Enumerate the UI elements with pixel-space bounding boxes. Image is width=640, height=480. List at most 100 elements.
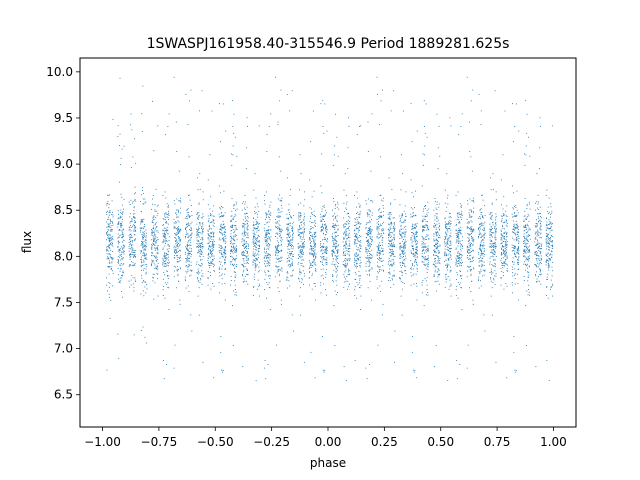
data-point — [336, 235, 338, 237]
data-point — [379, 253, 380, 255]
data-point — [470, 275, 472, 277]
data-point — [242, 275, 244, 277]
data-point — [134, 220, 136, 222]
data-point — [358, 282, 360, 284]
data-point — [118, 213, 119, 215]
data-point — [209, 249, 211, 250]
data-point — [151, 233, 153, 234]
data-point — [321, 261, 323, 263]
data-point — [269, 206, 271, 208]
data-point — [157, 245, 159, 246]
data-point — [310, 264, 312, 266]
data-point — [281, 256, 283, 258]
data-point — [119, 249, 121, 251]
data-point — [281, 228, 283, 230]
data-point — [224, 226, 226, 228]
data-point — [425, 258, 427, 260]
data-point — [224, 251, 226, 253]
data-point — [151, 251, 153, 253]
data-point — [370, 200, 371, 202]
data-point — [220, 223, 222, 225]
data-point — [297, 228, 299, 230]
data-point — [311, 275, 313, 276]
data-point — [332, 250, 334, 251]
data-point — [220, 249, 221, 251]
data-point — [482, 260, 484, 262]
data-point — [198, 214, 200, 216]
data-point — [202, 256, 204, 257]
data-point — [445, 253, 447, 255]
data-point — [165, 255, 166, 257]
data-point — [253, 248, 254, 250]
data-point — [404, 235, 406, 237]
data-point — [218, 185, 220, 187]
data-point — [243, 231, 245, 233]
data-point — [347, 228, 349, 229]
data-point — [142, 231, 144, 233]
data-point — [212, 219, 214, 221]
data-point — [212, 224, 214, 226]
data-point — [413, 369, 414, 371]
data-point — [405, 213, 407, 215]
data-point — [265, 265, 266, 267]
data-point — [458, 219, 460, 221]
data-point — [371, 244, 373, 245]
data-point — [446, 223, 447, 225]
data-point — [449, 228, 451, 230]
data-point — [132, 201, 134, 203]
data-point — [277, 198, 279, 200]
data-point — [165, 260, 167, 262]
data-point — [383, 270, 384, 272]
data-point — [290, 216, 292, 218]
data-point — [224, 299, 226, 301]
data-point — [478, 237, 479, 239]
data-point — [165, 254, 167, 256]
data-point — [234, 249, 236, 251]
data-point — [131, 275, 133, 276]
data-point — [187, 240, 189, 242]
data-point — [289, 223, 291, 224]
data-point — [208, 254, 210, 256]
data-point — [312, 234, 314, 236]
data-point — [455, 295, 457, 296]
data-point — [152, 217, 154, 219]
data-point — [323, 238, 325, 240]
data-point — [107, 194, 108, 196]
data-point — [281, 267, 283, 269]
data-point — [302, 237, 304, 239]
data-point — [198, 222, 200, 224]
data-point — [267, 230, 269, 232]
data-point — [134, 239, 136, 241]
data-point — [267, 233, 269, 234]
data-point — [165, 265, 167, 267]
data-point — [168, 251, 169, 253]
data-point — [252, 236, 254, 237]
data-point — [311, 235, 312, 237]
data-point — [134, 222, 135, 224]
data-point — [342, 241, 344, 243]
data-point — [268, 229, 269, 231]
data-point — [188, 216, 190, 218]
data-point — [444, 252, 446, 253]
data-point — [210, 249, 212, 251]
data-point — [313, 263, 315, 265]
data-point — [470, 261, 472, 263]
data-point — [120, 229, 122, 231]
data-point — [117, 333, 119, 335]
data-point — [241, 241, 243, 243]
data-point — [122, 236, 123, 238]
data-point — [358, 240, 360, 242]
data-point — [401, 271, 403, 273]
data-point — [133, 240, 135, 242]
data-point — [121, 221, 123, 223]
data-point — [254, 260, 255, 261]
data-point — [343, 233, 344, 235]
data-point — [322, 274, 324, 276]
data-point — [358, 259, 359, 261]
data-point — [152, 238, 154, 240]
data-point — [155, 266, 157, 268]
data-point — [121, 196, 123, 198]
data-point — [434, 266, 436, 268]
data-point — [332, 251, 334, 253]
data-point — [358, 248, 360, 250]
